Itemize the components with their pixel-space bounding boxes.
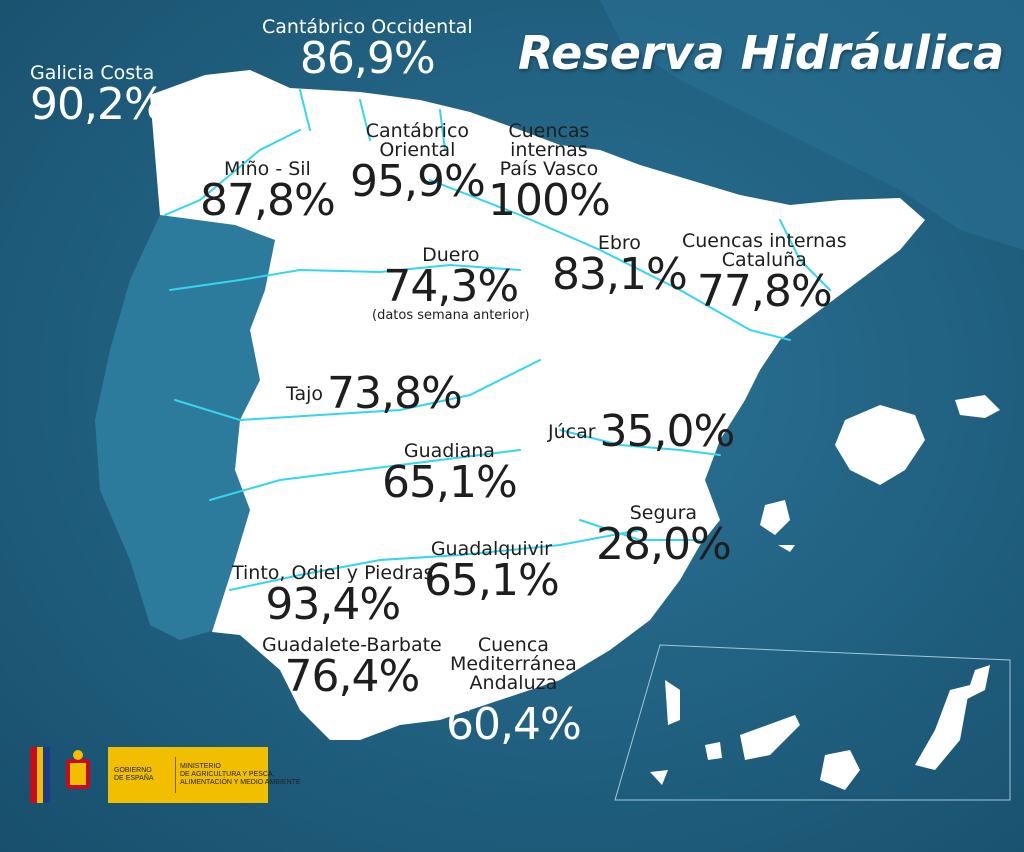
basin-note: (datos semana anterior) [372, 308, 530, 323]
basin-label-ebro: Ebro 83,1% [552, 232, 688, 300]
coat-of-arms-icon [66, 750, 90, 789]
gobierno-text: GOBIERNO DE ESPAÑA [114, 767, 154, 782]
ibiza-island [760, 500, 790, 535]
basin-label-tinto-odiel-piedras: Tinto, Odiel y Piedras 93,4% [232, 564, 434, 627]
basin-name: Cantábrico Oriental [365, 120, 470, 161]
canarias-frame [614, 644, 1011, 801]
river-segura [579, 519, 701, 541]
menorca-island [955, 395, 1000, 418]
basin-label-guadiana: Guadiana 65,1% [382, 440, 518, 508]
river-cataluna [779, 219, 831, 291]
basin-value: 95,9% [350, 156, 486, 207]
basin-label-cantabrico-occidental: Cantábrico Occidental 86,9% [262, 18, 473, 81]
basin-value: 28,0% [596, 519, 732, 570]
basin-label-galicia-costa: Galicia Costa 90,2% [30, 62, 166, 130]
basin-name: Galicia Costa [30, 62, 155, 84]
basin-label-pais-vasco: Cuencas internas País Vasco 100% [488, 120, 611, 226]
river-ebro [429, 179, 791, 341]
river-mino [164, 129, 301, 216]
basin-name: Segura [629, 502, 698, 524]
basin-value: 65,1% [382, 457, 518, 508]
basin-name: Tajo [286, 382, 324, 405]
river-cantabrico [299, 89, 446, 151]
portugal-land [95, 215, 275, 640]
basin-value: 60,4% [446, 699, 582, 750]
basin-value: 90,2% [30, 79, 166, 130]
logo-divider [175, 757, 176, 793]
france-land [600, 0, 1024, 250]
basin-name: Guadiana [403, 440, 495, 462]
basin-name: Cuenca Mediterránea Andaluza [449, 634, 577, 694]
basin-label-segura: Segura 28,0% [596, 502, 732, 570]
basin-name: Tinto, Odiel y Piedras [232, 562, 434, 584]
basin-name: Cantábrico Occidental [262, 16, 473, 38]
basin-value: 83,1% [552, 249, 688, 300]
basin-label-cataluna: Cuencas internas Cataluña 77,8% [682, 232, 847, 314]
basin-label-guadalquivir: Guadalquivir 65,1% [424, 538, 560, 606]
basin-value: 65,1% [424, 555, 560, 606]
mallorca-island [835, 405, 925, 485]
basin-value: 93,4% [265, 579, 401, 630]
map-title: Reserva Hidráulica [518, 26, 1005, 80]
basin-name: Duero [422, 244, 480, 266]
river-tajo [174, 359, 541, 422]
ministry-banner [108, 747, 268, 803]
rivers [164, 89, 831, 591]
fuerteventura-island [915, 685, 970, 770]
river-guadiana [209, 449, 521, 501]
basin-name: Guadalete-Barbate [262, 634, 442, 656]
basin-value: 35,0% [599, 406, 736, 457]
tenerife-island [740, 715, 800, 760]
gran-canaria-island [820, 750, 860, 790]
el-hierro-island [650, 770, 668, 785]
basin-value: 74,3% [383, 261, 519, 312]
basin-name: Ebro [597, 232, 641, 254]
basin-value: 86,9% [299, 33, 436, 84]
river-guadalquivir [229, 529, 641, 591]
basin-label-guadalete-barbate: Guadalete-Barbate 76,4% [262, 636, 442, 699]
la-palma-island [665, 680, 680, 725]
basin-name: Cuencas internas País Vasco [499, 120, 599, 180]
basin-name: Miño - Sil [223, 158, 311, 180]
basin-value: 76,4% [284, 651, 420, 702]
spain-flag-stripe [30, 747, 50, 803]
gobierno-logo: GOBIERNO DE ESPAÑA MINISTERIO DE AGRICUL… [30, 747, 301, 803]
basin-label-tajo: Tajo 73,8% [286, 368, 463, 419]
basin-label-mino-sil: Miño - Sil 87,8% [200, 158, 336, 226]
spain-mainland [150, 70, 925, 740]
basin-value: 100% [488, 175, 611, 226]
basin-label-duero: Duero 74,3% (datos semana anterior) [372, 244, 530, 323]
basin-label-mediterranea-andaluza: Cuenca Mediterránea Andaluza 60,4% [446, 634, 582, 750]
basin-label-jucar: Júcar 35,0% [548, 406, 736, 457]
lanzarote-island [965, 665, 990, 700]
basin-value: 73,8% [327, 368, 463, 419]
basin-name: Guadalquivir [430, 538, 552, 560]
basin-name: Júcar [548, 420, 596, 443]
river-jucar [559, 429, 721, 456]
river-duero [169, 263, 521, 291]
basin-label-cantabrico-oriental: Cantábrico Oriental 95,9% [350, 120, 486, 207]
basin-name: Cuencas internas Cataluña [682, 230, 847, 271]
formentera-island [778, 545, 795, 552]
basin-value: 77,8% [696, 266, 833, 317]
basin-value: 87,8% [200, 175, 336, 226]
ministerio-text: MINISTERIO DE AGRICULTURA Y PESCA, ALIME… [180, 763, 301, 786]
la-gomera-island [705, 742, 722, 760]
